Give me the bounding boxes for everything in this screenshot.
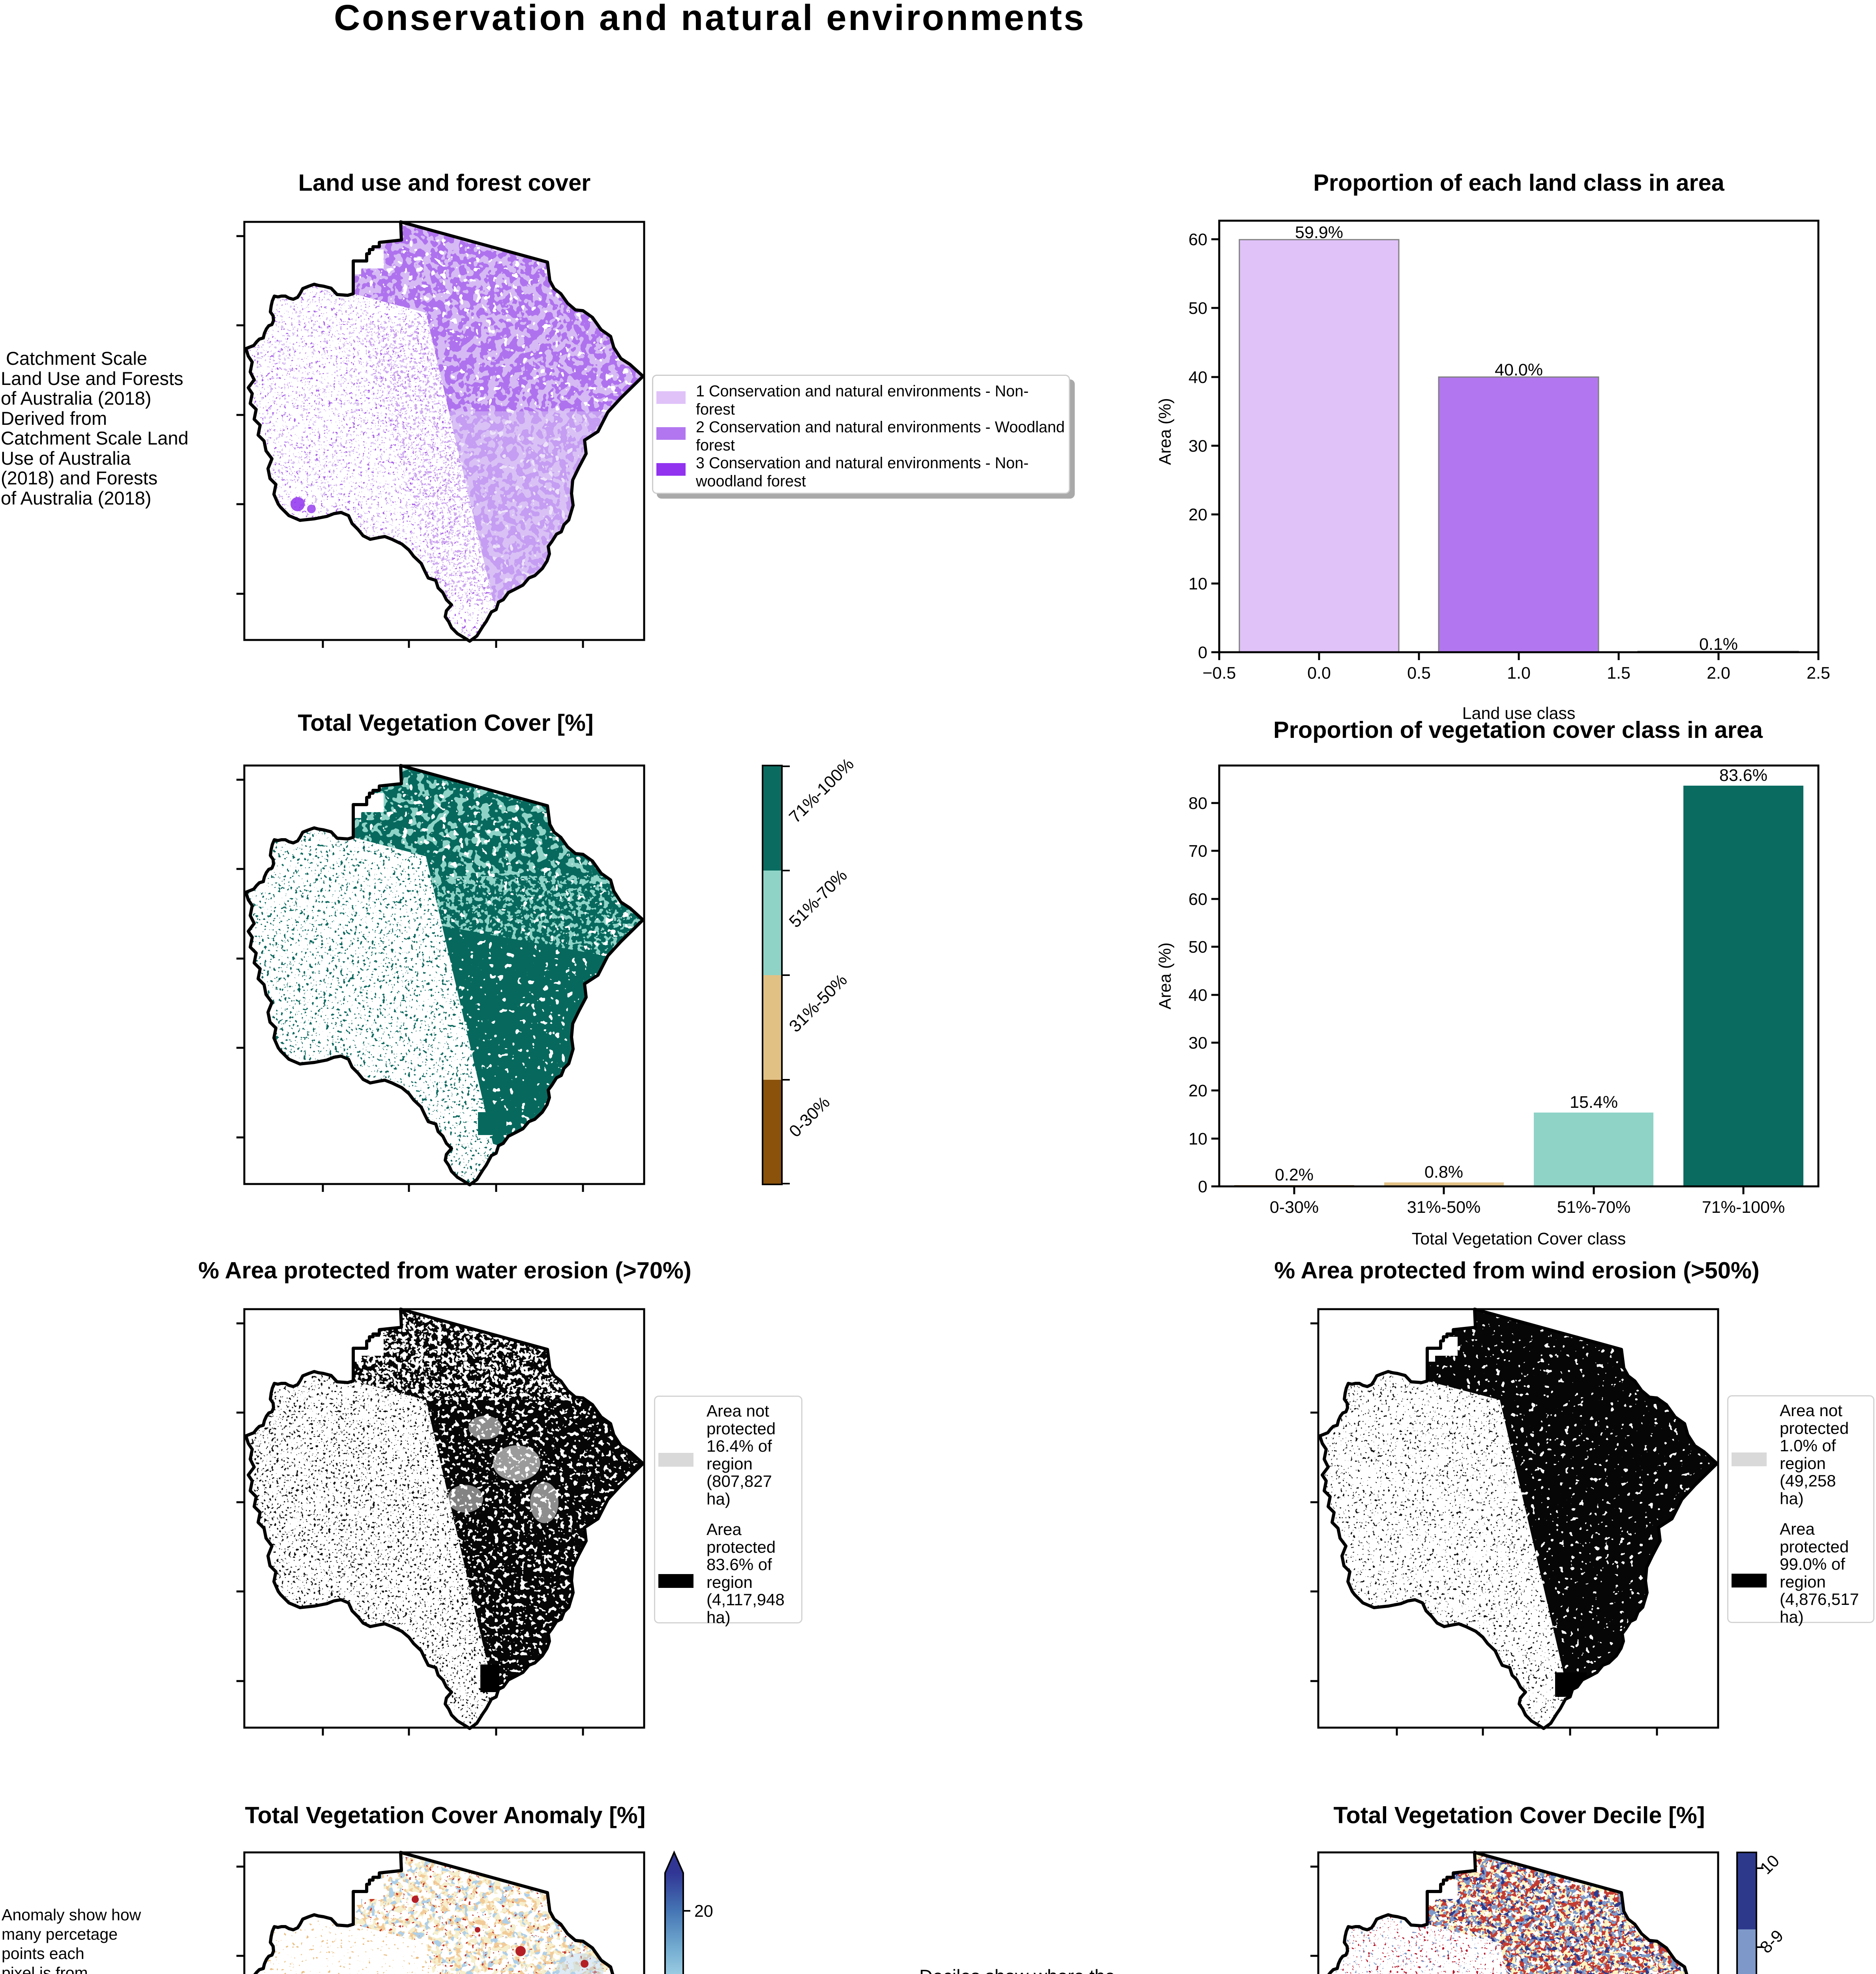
svg-text:0: 0 — [1198, 643, 1207, 662]
svg-text:15.4%: 15.4% — [1570, 1093, 1618, 1112]
svg-text:8-9: 8-9 — [1756, 1926, 1787, 1957]
svg-text:10: 10 — [1188, 1130, 1207, 1148]
svg-text:0: 0 — [1198, 1177, 1207, 1196]
svg-text:10: 10 — [1188, 574, 1207, 593]
svg-text:Area (%): Area (%) — [1156, 942, 1175, 1010]
svg-text:20: 20 — [694, 1902, 713, 1921]
svg-text:0.2%: 0.2% — [1275, 1165, 1314, 1184]
svg-text:40: 40 — [1188, 986, 1207, 1005]
svg-text:40.0%: 40.0% — [1495, 360, 1543, 379]
svg-text:2.5: 2.5 — [1807, 664, 1830, 683]
svg-text:20: 20 — [1188, 1081, 1207, 1100]
svg-text:1.0: 1.0 — [1507, 664, 1531, 683]
svg-text:51%-70%: 51%-70% — [1557, 1198, 1630, 1217]
svg-text:Area (%): Area (%) — [1156, 398, 1175, 465]
svg-text:30: 30 — [1188, 1034, 1207, 1053]
svg-text:71%-100%: 71%-100% — [1702, 1198, 1785, 1217]
svg-text:50: 50 — [1188, 938, 1207, 957]
svg-text:30: 30 — [1188, 437, 1207, 456]
svg-text:51%-70%: 51%-70% — [785, 866, 851, 931]
svg-text:0.5: 0.5 — [1407, 664, 1431, 683]
svg-text:31%-50%: 31%-50% — [1407, 1198, 1481, 1217]
svg-text:2.0: 2.0 — [1707, 664, 1730, 683]
svg-text:60: 60 — [1188, 230, 1207, 249]
svg-text:0-30%: 0-30% — [1270, 1198, 1319, 1217]
svg-text:59.9%: 59.9% — [1295, 223, 1343, 242]
svg-text:20: 20 — [1188, 505, 1207, 524]
svg-text:70: 70 — [1188, 842, 1207, 861]
svg-text:0.1%: 0.1% — [1699, 635, 1738, 654]
svg-text:0.0: 0.0 — [1307, 664, 1331, 683]
svg-text:Land use class: Land use class — [1462, 704, 1576, 723]
svg-text:Total Vegetation Cover class: Total Vegetation Cover class — [1412, 1229, 1626, 1248]
svg-text:50: 50 — [1188, 299, 1207, 318]
svg-text:0-30%: 0-30% — [785, 1093, 834, 1141]
svg-text:31%-50%: 31%-50% — [785, 970, 851, 1036]
svg-text:−0.5: −0.5 — [1203, 664, 1236, 683]
svg-text:60: 60 — [1188, 890, 1207, 909]
svg-text:71%-100%: 71%-100% — [785, 754, 858, 827]
svg-text:10: 10 — [1756, 1851, 1783, 1878]
svg-text:1.5: 1.5 — [1607, 664, 1630, 683]
svg-text:80: 80 — [1188, 794, 1207, 813]
svg-text:83.6%: 83.6% — [1719, 766, 1767, 785]
svg-text:0.8%: 0.8% — [1424, 1163, 1463, 1182]
svg-text:40: 40 — [1188, 368, 1207, 387]
